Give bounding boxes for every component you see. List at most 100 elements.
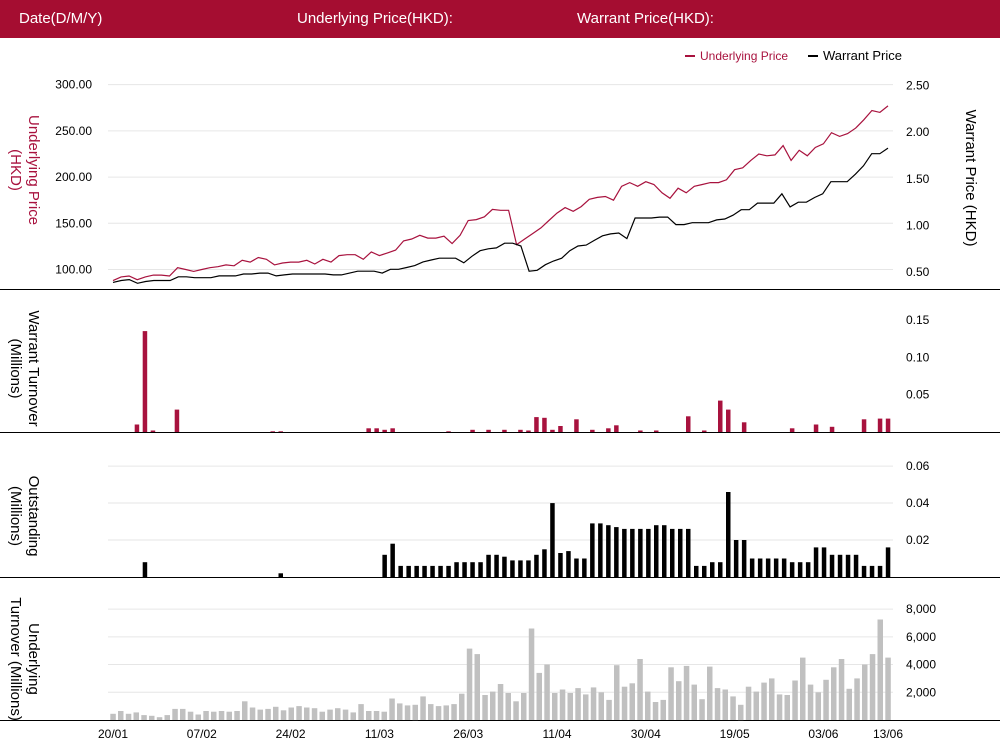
underlying-turnover-bar	[125, 713, 132, 720]
x-tick-label: 26/03	[453, 727, 483, 741]
y-tick-label-left: 150.00	[55, 216, 92, 230]
outstanding-bar	[550, 503, 555, 577]
underlying-turnover-bar	[195, 714, 201, 720]
warrant-price-label: Warrant Price(HKD):	[577, 10, 714, 27]
underlying-turnover-bar	[335, 708, 341, 720]
y-tick-label-left: 100.00	[55, 263, 92, 277]
header-bar: Date(D/M/Y) Underlying Price(HKD): Warra…	[0, 0, 1000, 38]
underlying-turnover-bar	[172, 708, 178, 720]
outstanding-bar	[566, 551, 571, 577]
underlying-turnover-bar	[815, 692, 821, 720]
underlying-turnover-bar	[389, 698, 395, 720]
warrant-turnover-bar	[789, 428, 795, 432]
outstanding-bar	[406, 565, 411, 577]
outstanding-bar	[749, 558, 755, 577]
underlying-turnover-bar	[420, 696, 426, 720]
outstanding-bar	[670, 528, 675, 577]
outstanding-bar	[478, 562, 483, 577]
underlying-turnover-bar	[118, 711, 124, 720]
outstanding-bar	[614, 527, 619, 577]
underlying-turnover-bar	[358, 704, 364, 720]
warrant-turnover-bar	[534, 417, 539, 432]
warrant-turnover-bar	[502, 429, 507, 432]
underlying-turnover-bar	[412, 704, 418, 721]
underlying-turnover-bar	[621, 686, 628, 720]
underlying-turnover-bar	[854, 678, 860, 720]
y-tick-label: 0.02	[906, 533, 930, 547]
date-label: Date(D/M/Y)	[19, 10, 103, 27]
outstanding-bar	[797, 562, 803, 577]
warrant-turnover-bar	[382, 429, 387, 432]
warrant-turnover-bar	[741, 422, 747, 432]
underlying-turnover-bar	[249, 707, 256, 720]
warrant-turnover-bar	[142, 331, 148, 432]
outstanding-bar	[574, 558, 579, 577]
outstanding-bar	[542, 549, 547, 577]
y-tick-label: 0.05	[906, 388, 930, 402]
underlying-price-label: Underlying Price(HKD):	[297, 10, 453, 27]
outstanding-bar	[590, 523, 595, 577]
y-tick-label-right: 2.50	[906, 79, 930, 93]
outstanding-bar	[278, 573, 283, 577]
underlying-turnover-bar	[156, 717, 163, 720]
outstanding-bar	[390, 543, 395, 577]
underlying-turnover-bar	[838, 659, 845, 720]
underlying-turnover-bar	[342, 709, 349, 720]
underlying-turnover-bar	[536, 672, 542, 720]
underlying-turnover-bar	[722, 689, 728, 720]
outstanding-bar	[789, 562, 795, 577]
outstanding-bar	[829, 554, 835, 577]
outstanding-bar	[662, 525, 667, 577]
underlying-turnover-bar	[234, 711, 240, 720]
underlying-turnover-bar	[714, 688, 721, 720]
underlying-turnover-bar	[637, 659, 643, 720]
outstanding-bar	[805, 562, 811, 577]
underlying-turnover-bar	[869, 654, 876, 720]
outstanding-bar	[781, 558, 787, 577]
outstanding-bar	[765, 558, 771, 577]
outstanding-bar	[446, 565, 451, 577]
outstanding-bar	[414, 565, 419, 577]
outstanding-bar	[869, 565, 875, 577]
underlying-turnover-bar	[730, 696, 736, 720]
warrant-turnover-bar	[590, 429, 595, 432]
underlying-turnover-bar	[676, 681, 682, 720]
outstanding-bar	[398, 565, 403, 577]
outstanding-bar	[710, 562, 715, 577]
y-tick-label-right: 0.50	[906, 265, 930, 279]
warrant-turnover-bar	[526, 430, 531, 432]
warrant-turnover-bar	[486, 429, 491, 432]
warrant-turnover-bar	[638, 430, 643, 432]
y-tick-label: 0.15	[906, 313, 930, 327]
underlying-turnover-bar	[660, 699, 666, 720]
warrant-turnover-bar	[550, 429, 555, 432]
outstanding-bar	[757, 558, 763, 577]
underlying-turnover-bar	[823, 679, 829, 720]
underlying-turnover-bar	[187, 711, 194, 720]
y-tick-label-left: 250.00	[55, 124, 92, 138]
outstanding-bar	[718, 562, 723, 577]
warrant-turnover-bar	[150, 430, 156, 432]
underlying-turnover-bar	[311, 708, 318, 720]
warrant-turnover-bar	[686, 416, 691, 432]
y-axis-title: UnderlyingTurnover (Millions)	[7, 597, 42, 721]
underlying-turnover-bar	[606, 699, 612, 720]
underlying-turnover-bar	[583, 694, 589, 720]
underlying-price-line	[112, 105, 889, 282]
y-tick-label: 0.06	[906, 459, 930, 473]
outstanding-bar	[606, 525, 611, 577]
underlying-turnover-bar	[141, 715, 147, 720]
underlying-turnover-bar	[590, 687, 597, 720]
y-tick-label-left: 300.00	[55, 78, 92, 92]
underlying-turnover-bar	[885, 657, 891, 720]
underlying-turnover-bar	[846, 688, 852, 720]
outstanding-bar	[438, 565, 443, 577]
outstanding-bar	[821, 547, 827, 577]
y-tick-label: 4,000	[906, 658, 936, 672]
outstanding-bar	[142, 562, 148, 577]
underlying-turnover-bar	[327, 709, 333, 720]
underlying-turnover-bar	[459, 693, 465, 720]
outstanding-bar	[630, 528, 635, 577]
underlying-turnover-bar	[149, 715, 155, 720]
underlying-turnover-bar	[668, 667, 674, 720]
